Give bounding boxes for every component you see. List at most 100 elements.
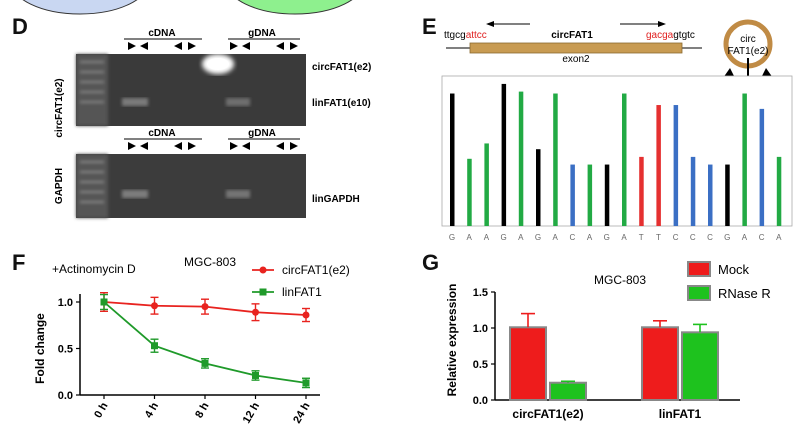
chromatogram-base-label: C bbox=[570, 233, 576, 242]
chromatogram-base-label: T bbox=[639, 233, 644, 242]
chart-f-point bbox=[201, 303, 209, 311]
gel-top-primer-arrows bbox=[128, 42, 298, 50]
chart-g-ytick: 1.0 bbox=[473, 323, 488, 335]
panel-g-letter: G bbox=[422, 250, 440, 275]
chart-g-ytick: 0.5 bbox=[473, 359, 488, 371]
top-partial-shapes bbox=[22, 0, 353, 15]
chromatogram-peak bbox=[759, 108, 765, 226]
chart-f-point bbox=[151, 302, 158, 310]
chromatogram-peak bbox=[673, 105, 679, 226]
circ-diagram-label-1: circ bbox=[740, 34, 756, 45]
gel-side-label-top: circFAT1(e2) bbox=[54, 78, 65, 137]
chromatogram-peak bbox=[639, 156, 644, 226]
chromatogram-peak bbox=[450, 93, 455, 227]
chromatogram-peak bbox=[501, 83, 507, 226]
chart-g-ytick: 0.0 bbox=[473, 395, 488, 407]
chromatogram-base-label: G bbox=[724, 233, 730, 242]
partial-green-ellipse bbox=[237, 0, 353, 15]
gel-top-header-cdna: cDNA bbox=[148, 28, 175, 39]
chromatogram-base-label: C bbox=[690, 233, 696, 242]
chart-g-legend-label: RNase R bbox=[718, 286, 771, 301]
chromatogram-base-label: G bbox=[500, 233, 506, 242]
chromatogram-base-label: G bbox=[604, 233, 610, 242]
panel-d-gel: circFAT1(e2) GAPDH cDNA gDNA cDNA gDNA bbox=[54, 28, 371, 218]
chromatogram-peak bbox=[518, 91, 524, 226]
gel-side-label-bottom: GAPDH bbox=[54, 168, 65, 204]
panel-e-chromatogram: ttgcgattcc circFAT1 gacgagtgtc exon2 cir… bbox=[441, 19, 793, 242]
chart-f-title: MGC-803 bbox=[184, 255, 236, 269]
chromatogram-base-label: A bbox=[621, 233, 627, 242]
band-label-circfat1: circFAT1(e2) bbox=[312, 62, 371, 73]
partial-blue-ellipse bbox=[22, 0, 138, 15]
gel-bottom-header-gdna: gDNA bbox=[248, 128, 276, 139]
chromatogram-peak bbox=[536, 149, 541, 226]
chart-f-point bbox=[302, 379, 310, 387]
chart-g-bar-mock bbox=[641, 326, 679, 401]
chart-f-point bbox=[100, 298, 108, 306]
chart-g-xtick: linFAT1 bbox=[659, 407, 702, 421]
svg-text:gacgagtgtc: gacgagtgtc bbox=[646, 30, 695, 41]
chromatogram-base-label: A bbox=[553, 233, 559, 242]
seq-left-red: attcc bbox=[466, 30, 487, 41]
chromatogram-peak bbox=[604, 164, 610, 226]
band-label-lingapdh: linGAPDH bbox=[312, 194, 360, 205]
chart-f-series-circfat1 bbox=[100, 292, 310, 323]
chromatogram-base-label: C bbox=[707, 233, 713, 242]
chromatogram-base-label: G bbox=[535, 233, 541, 242]
chart-f-fold-change: MGC-803 0.0 0.5 1.0 Fold change 0 h 4 h 8 h 12 h… bbox=[33, 255, 350, 426]
chromatogram-peak bbox=[776, 156, 782, 226]
chromatogram-peak bbox=[622, 93, 627, 227]
circ-diagram-label-2: FAT1(e2) bbox=[728, 46, 769, 57]
chromatogram-peak bbox=[570, 164, 575, 226]
chart-g-xtick: circFAT1(e2) bbox=[512, 407, 583, 421]
chromatogram-base-label: C bbox=[673, 233, 679, 242]
gel-bottom-image bbox=[76, 154, 306, 218]
chart-g-bar-rnase-r bbox=[549, 381, 587, 402]
chart-g-bar-mock bbox=[509, 326, 547, 401]
panel-f-letter: F bbox=[12, 250, 26, 275]
chromatogram-base-label: A bbox=[484, 233, 490, 242]
chart-f-xtick: 0 h bbox=[92, 400, 110, 420]
chart-g-ylabel: Relative expression bbox=[445, 284, 459, 397]
svg-text:ttgcgattcc: ttgcgattcc bbox=[444, 30, 487, 41]
chromatogram-base-label: A bbox=[587, 233, 593, 242]
seq-right-black: gtgtc bbox=[673, 30, 695, 41]
chromatogram-peak bbox=[484, 143, 489, 226]
exon-label: exon2 bbox=[562, 54, 590, 65]
seq-left-black: ttgcg bbox=[444, 30, 466, 41]
chromatogram-peak bbox=[587, 164, 593, 226]
chromatogram-peak bbox=[725, 164, 730, 226]
chromatogram-base-label: A bbox=[467, 233, 473, 242]
chart-g-legend: Mock RNase R bbox=[687, 261, 771, 301]
exon-bar bbox=[469, 42, 683, 54]
band-label-linfat1: linFAT1(e10) bbox=[312, 98, 371, 109]
gel-bottom-header-cdna: cDNA bbox=[148, 128, 175, 139]
chart-f-point bbox=[201, 359, 209, 367]
chart-g-legend-label: Mock bbox=[718, 262, 750, 277]
chromatogram-base-label: G bbox=[449, 233, 455, 242]
chart-f-ytick: 0.0 bbox=[58, 390, 73, 402]
chromatogram-base-label: T bbox=[656, 233, 661, 242]
chromatogram-peak bbox=[553, 93, 558, 227]
chromatogram-peak bbox=[708, 164, 713, 226]
gel-bottom-primer-arrows bbox=[128, 142, 298, 150]
chromatogram-base-label: A bbox=[776, 233, 782, 242]
chart-f-xtick: 24 h bbox=[291, 400, 313, 425]
chart-f-ytick: 1.0 bbox=[58, 297, 73, 309]
chart-g-title: MGC-803 bbox=[594, 273, 646, 287]
chart-f-point bbox=[252, 308, 259, 316]
gel-top-header-gdna: gDNA bbox=[248, 28, 276, 39]
chart-f-legend-label: circFAT1(e2) bbox=[282, 263, 350, 277]
chart-f-legend-label: linFAT1 bbox=[282, 285, 322, 299]
gel-top-image bbox=[76, 54, 306, 126]
chromatogram-peak bbox=[742, 93, 747, 227]
chromatogram-base-label: C bbox=[759, 233, 765, 242]
chart-f-point bbox=[252, 371, 259, 379]
chart-f-ylabel: Fold change bbox=[33, 313, 47, 384]
chromatogram-peak bbox=[467, 158, 472, 226]
chart-f-legend: circFAT1(e2) linFAT1 bbox=[252, 263, 350, 299]
chart-f-point bbox=[151, 342, 158, 350]
actinomycin-note: +Actinomycin D bbox=[52, 262, 136, 276]
chromatogram-peak bbox=[656, 105, 661, 226]
panel-d-letter: D bbox=[12, 14, 28, 39]
